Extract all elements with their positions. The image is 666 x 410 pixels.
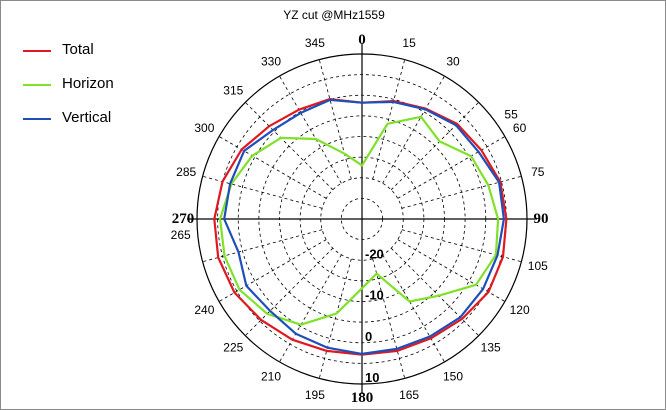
radial-tick-label: 0 bbox=[365, 329, 372, 344]
radial-tick-label: 10 bbox=[365, 370, 379, 385]
grid-spoke bbox=[245, 102, 334, 191]
angle-tick-label: 135 bbox=[481, 341, 501, 355]
grid-spoke bbox=[245, 247, 334, 336]
angle-tick-label: 150 bbox=[443, 370, 463, 384]
grid-spoke bbox=[401, 175, 522, 209]
grid-spoke bbox=[218, 136, 327, 199]
grid-spoke bbox=[390, 247, 479, 336]
series-line-vertical bbox=[223, 98, 505, 355]
grid-spoke bbox=[382, 254, 445, 363]
angle-tick-label: 75 bbox=[531, 165, 545, 179]
grid-spoke bbox=[397, 136, 506, 199]
angle-tick-label: 30 bbox=[446, 54, 460, 68]
series-line-horizon bbox=[219, 115, 500, 326]
grid-spoke bbox=[397, 239, 506, 302]
angle-tick-label: 300 bbox=[194, 121, 214, 135]
angle-tick-label: 0 bbox=[358, 32, 366, 48]
angle-tick-label: 15 bbox=[402, 36, 416, 50]
legend-swatch-horizon bbox=[23, 84, 51, 86]
angle-tick-label: 270 bbox=[172, 211, 195, 227]
legend-label-vertical: Vertical bbox=[62, 109, 112, 126]
angle-tick-label: 195 bbox=[305, 388, 325, 402]
grid-spoke bbox=[401, 229, 522, 263]
angle-tick-label: 180 bbox=[351, 390, 374, 406]
series-line-total bbox=[213, 98, 508, 356]
angle-tick-label: 330 bbox=[261, 54, 281, 68]
grid-spoke bbox=[372, 258, 406, 379]
grid-spoke bbox=[318, 59, 352, 180]
angle-tick-label: 90 bbox=[534, 211, 549, 227]
grid-spoke bbox=[382, 75, 445, 184]
radial-tick-label: -10 bbox=[365, 288, 384, 303]
chart-title: YZ cut @MHz1559 bbox=[283, 8, 385, 22]
angle-tick-label: 120 bbox=[510, 303, 530, 317]
legend-swatch-total bbox=[23, 50, 51, 52]
grid-spoke bbox=[372, 59, 406, 180]
angle-tick-label: 345 bbox=[305, 36, 325, 50]
angle-tick-label: 225 bbox=[223, 341, 243, 355]
angle-tick-label: 55 bbox=[504, 108, 518, 122]
angle-tick-label: 265 bbox=[171, 228, 191, 242]
angle-tick-label: 285 bbox=[176, 165, 196, 179]
angle-tick-label: 210 bbox=[261, 370, 281, 384]
angle-tick-label: 105 bbox=[528, 259, 548, 273]
angle-tick-label: 165 bbox=[399, 388, 419, 402]
angle-tick-label: 240 bbox=[194, 303, 214, 317]
legend-label-total: Total bbox=[62, 41, 94, 58]
radial-tick-label: -20 bbox=[365, 246, 384, 261]
grid-spoke bbox=[318, 258, 352, 379]
angle-tick-label: 60 bbox=[513, 121, 527, 135]
legend-swatch-vertical bbox=[23, 118, 51, 120]
grid-spoke bbox=[279, 75, 342, 184]
legend-label-horizon: Horizon bbox=[62, 75, 114, 92]
grid-spoke bbox=[279, 254, 342, 363]
grid-spoke bbox=[218, 239, 327, 302]
angle-tick-label: 315 bbox=[223, 83, 243, 97]
grid-spoke bbox=[390, 102, 479, 191]
grid-spoke bbox=[202, 229, 323, 263]
